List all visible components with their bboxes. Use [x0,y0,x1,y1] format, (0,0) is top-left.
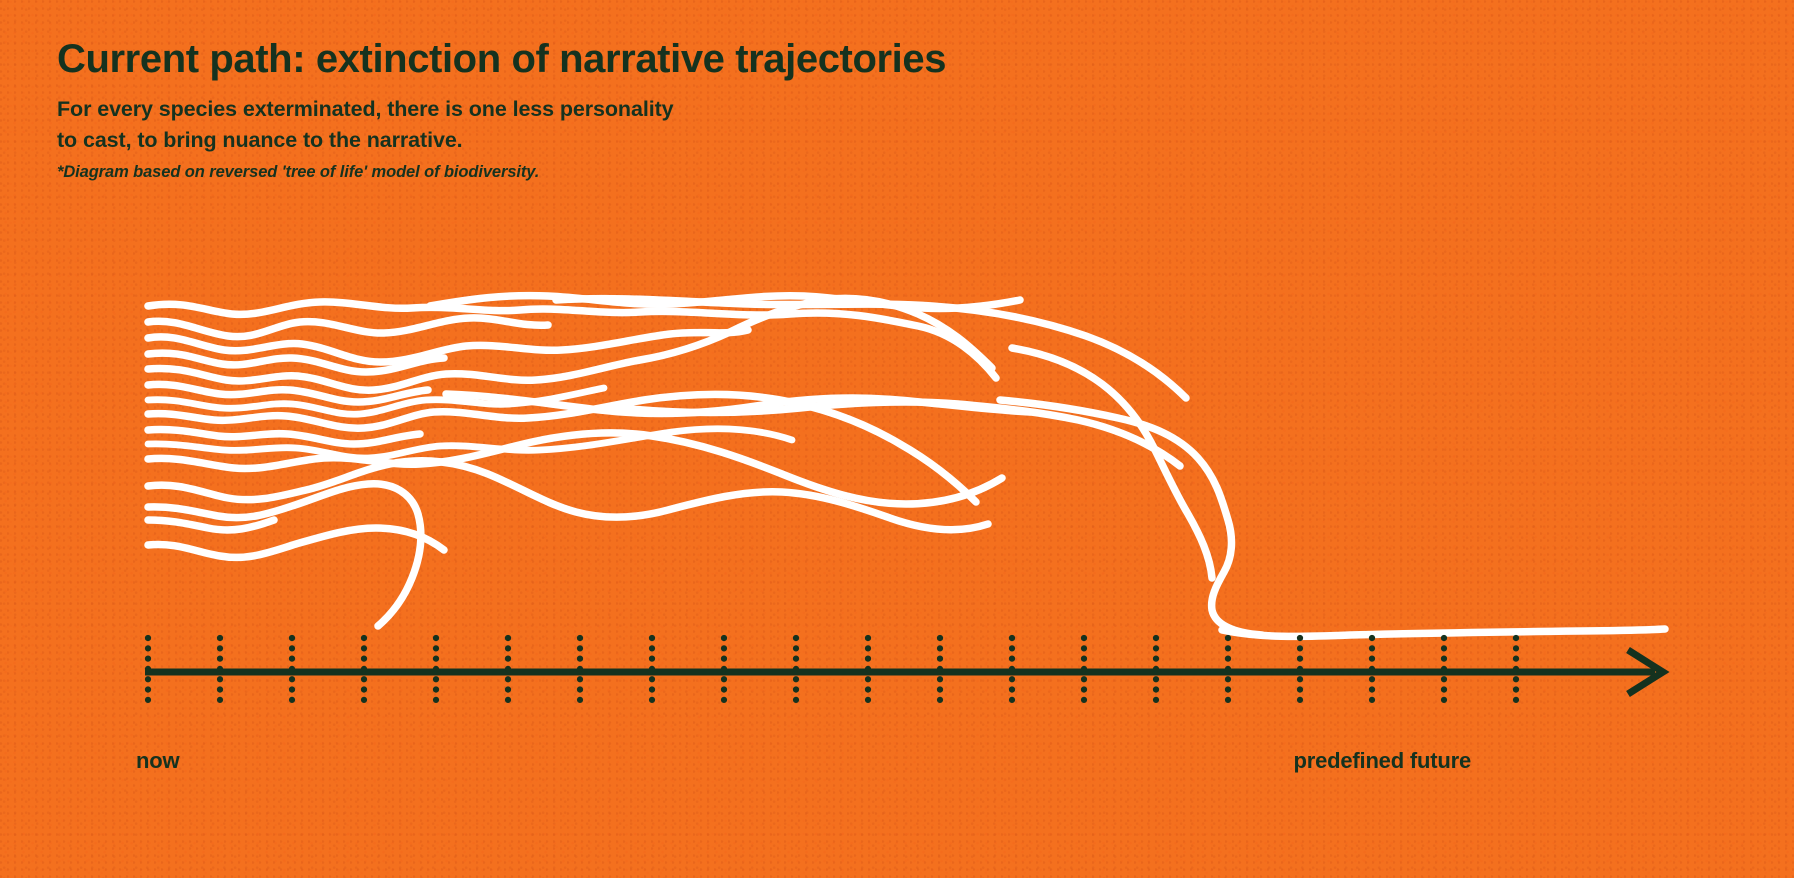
page-title: Current path: extinction of narrative tr… [57,37,947,81]
strand-12 [144,457,992,534]
footnote: *Diagram based on reversed 'tree of life… [57,163,540,182]
strand-10 [144,425,796,462]
text-block: Current path: extinction of narrative tr… [57,38,946,182]
flat-terminal-line [1218,625,1669,641]
strand-13 [144,480,425,630]
trajectory-upper-long [552,294,1190,402]
subhead-line-2: to cast, to bring nuance to the narrativ… [57,128,463,153]
trajectory-lower-long [616,398,1184,470]
narrative-strands [144,291,1669,641]
axis-label-predefined-future: predefined future [1293,748,1472,773]
strand-01 [144,298,1000,382]
strand-02 [144,314,552,341]
collapse-curve [996,396,1266,639]
subhead-line-1: For every species exterminated, there is… [57,97,674,121]
strand-14 [144,524,448,562]
strand-08 [144,390,980,506]
strand-07 [144,384,608,418]
timeline-axis [144,634,1670,714]
strand-09 [144,425,424,448]
strand-11 [144,429,1006,508]
axis-arrowhead [1626,647,1670,697]
strand-15 [144,516,278,534]
axis-label-now: now [136,748,180,773]
collapse-curve-secondary [1008,344,1216,582]
strand-06 [144,380,432,406]
axis-tick-group [144,634,1520,714]
strand-04 [144,349,448,376]
subhead: For every species exterminated, there is… [57,94,946,156]
strand-03 [144,326,752,366]
